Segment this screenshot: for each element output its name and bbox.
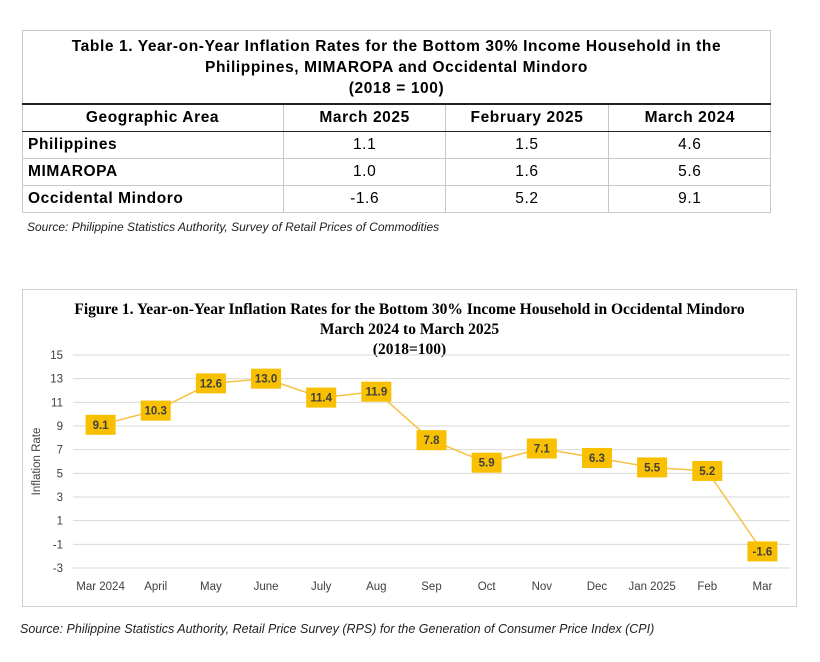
table-title-line-2: Philippines, MIMAROPA and Occidental Min… (205, 59, 588, 76)
data-point (416, 430, 447, 451)
y-tick-label: 1 (57, 516, 63, 528)
cell-value: 1.0 (282, 158, 446, 186)
header-geographic-area: Geographic Area (22, 103, 284, 132)
y-tick-label: 3 (57, 492, 63, 504)
table-header-row: Geographic Area March 2025 February 2025… (22, 103, 771, 132)
row-area: Philippines (22, 131, 284, 159)
data-point (747, 541, 778, 562)
x-tick-label: Jan 2025 (628, 581, 675, 593)
y-tick-label: 9 (57, 421, 63, 433)
table-source-note: Source: Philippine Statistics Authority,… (27, 220, 440, 234)
data-label: 9.1 (93, 420, 110, 432)
cell-value: 9.1 (607, 185, 771, 212)
x-tick-label: Sep (421, 581, 441, 593)
data-label: 5.9 (479, 458, 495, 470)
y-tick-label: 15 (50, 350, 63, 362)
header-march-2025: March 2025 (282, 103, 446, 132)
table-row: Philippines 1.1 1.5 4.6 (22, 131, 771, 159)
data-label: 12.6 (200, 378, 222, 390)
data-label: 13.0 (255, 374, 277, 386)
chart-title-line-2: March 2024 to March 2025 (319, 321, 500, 338)
y-tick-label: -3 (53, 563, 63, 575)
row-area: Occidental Mindoro (22, 185, 284, 212)
y-tick-label: -1 (53, 539, 63, 551)
data-point (361, 381, 392, 402)
data-point (306, 387, 337, 408)
data-point (85, 414, 116, 435)
header-february-2025: February 2025 (445, 103, 609, 132)
x-tick-label: July (311, 581, 332, 593)
data-label: 5.2 (699, 466, 715, 478)
data-label: 7.1 (534, 443, 551, 455)
x-tick-label: June (254, 581, 279, 593)
y-tick-label: 7 (57, 445, 63, 457)
y-tick-label: 13 (50, 374, 63, 386)
table-title-line-3: (2018 = 100) (348, 80, 445, 97)
data-point (251, 368, 282, 389)
row-area: MIMAROPA (22, 158, 284, 186)
data-point (195, 373, 226, 394)
data-label: 11.4 (310, 393, 332, 405)
table-row: Occidental Mindoro -1.6 5.2 9.1 (22, 185, 771, 212)
x-tick-label: Mar (753, 581, 773, 593)
chart-frame (22, 289, 797, 607)
table-title-line-1: Table 1. Year-on-Year Inflation Rates fo… (71, 38, 722, 55)
x-tick-label: May (200, 581, 222, 593)
header-march-2024: March 2024 (607, 103, 771, 132)
data-point (637, 457, 668, 478)
x-tick-label: Nov (532, 581, 553, 593)
data-label: 6.3 (589, 453, 605, 465)
data-point (526, 438, 557, 459)
x-tick-label: Mar 2024 (76, 581, 125, 593)
x-tick-label: Feb (697, 581, 717, 593)
data-label: 5.5 (644, 462, 661, 474)
inflation-table: Geographic Area March 2025 February 2025… (22, 103, 771, 212)
data-label: 11.9 (365, 387, 387, 399)
data-label: 10.3 (145, 406, 167, 418)
x-tick-label: April (144, 581, 167, 593)
cell-value: 1.5 (445, 131, 609, 159)
chart-title: Figure 1. Year-on-Year Inflation Rates f… (22, 300, 797, 360)
x-tick-label: Dec (587, 581, 608, 593)
y-tick-label: 11 (51, 397, 63, 409)
data-label: -1.6 (753, 546, 773, 558)
data-point (471, 452, 502, 473)
data-label: 7.8 (424, 435, 441, 447)
chart-source-note: Source: Philippine Statistics Authority,… (20, 622, 655, 636)
y-axis-label: Inflation Rate (31, 428, 43, 496)
table-title: Table 1. Year-on-Year Inflation Rates fo… (23, 31, 770, 99)
cell-value: -1.6 (282, 185, 446, 212)
data-point (140, 400, 171, 421)
table-row: MIMAROPA 1.0 1.6 5.6 (22, 158, 771, 186)
data-point (692, 460, 723, 481)
table-1: Table 1. Year-on-Year Inflation Rates fo… (22, 30, 771, 213)
cell-value: 5.6 (607, 158, 771, 186)
x-tick-label: Aug (366, 581, 386, 593)
cell-value: 1.6 (445, 158, 609, 186)
cell-value: 1.1 (282, 131, 446, 159)
y-tick-label: 5 (57, 468, 63, 480)
cell-value: 4.6 (607, 131, 771, 159)
cell-value: 5.2 (445, 185, 609, 212)
x-tick-label: Oct (478, 581, 497, 593)
chart-title-line-3: (2018=100) (372, 341, 447, 358)
data-point (581, 447, 612, 468)
chart-title-line-1: Figure 1. Year-on-Year Inflation Rates f… (74, 301, 745, 318)
